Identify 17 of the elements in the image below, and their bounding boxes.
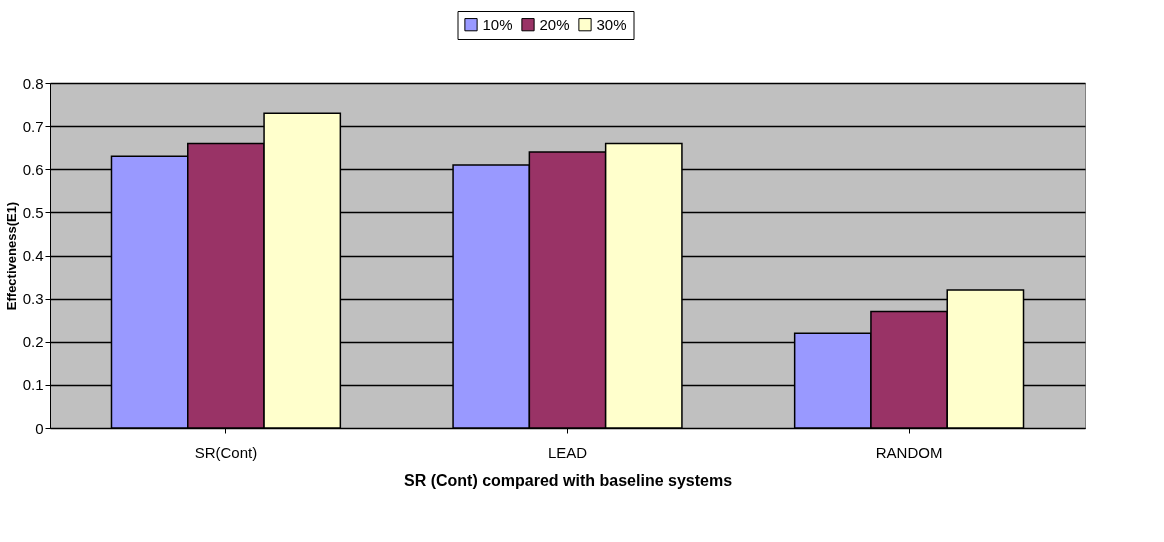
y-axis-title: Effectiveness(E1) [3,201,19,311]
legend-label: 20% [539,15,570,33]
y-tick-label: 0.5 [22,203,44,221]
legend-label: 10% [482,15,513,33]
x-axis-title: SR (Cont) compared with baseline systems [403,471,733,489]
x-tick-label: RANDOM [875,443,943,461]
y-tick-label: 0.4 [22,247,44,264]
legend-label: 30% [596,15,627,33]
y-tick-label: 0.6 [22,160,44,178]
y-tick-label: 0.3 [22,290,44,308]
y-tick-label: 0.2 [22,333,44,351]
y-tick-label: 0 [35,419,44,437]
x-tick-label: LEAD [547,443,588,461]
y-tick-label: 0.8 [22,74,44,92]
y-tick-label: 0.1 [22,376,44,394]
x-tick-label: SR(Cont) [194,443,258,461]
y-tick-label: 0.7 [22,117,44,135]
